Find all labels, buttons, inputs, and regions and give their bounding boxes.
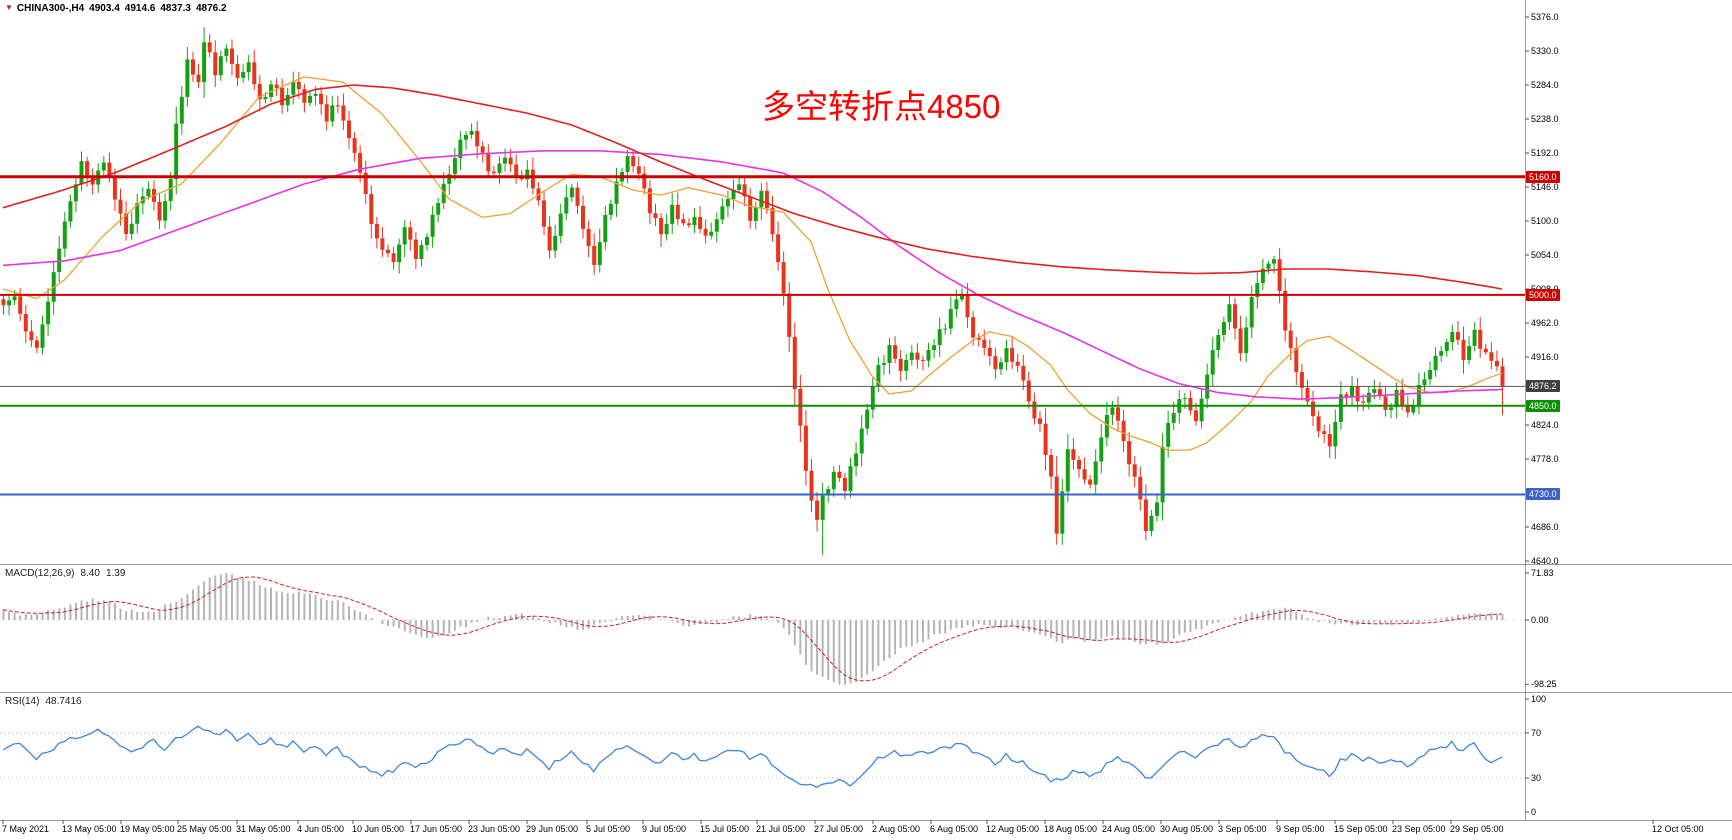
macd-value-main: 8.40 [80, 568, 100, 579]
annotation-text[interactable]: 多空转折点4850 [762, 88, 1001, 125]
macd-indicator-label: MACD(12,26,9) 8.40 1.39 [5, 568, 131, 579]
price-scale-area[interactable] [1525, 0, 1732, 820]
ohlc-open: 4903.4 [89, 3, 120, 14]
rsi-label-name: RSI(14) [5, 696, 40, 707]
symbol-title: CHINA300-,H4 [16, 3, 85, 14]
chart-header: ▼ CHINA300-,H4 4903.4 4914.6 4837.3 4876.2 [5, 3, 227, 14]
macd-label-name: MACD(12,26,9) [5, 568, 75, 579]
macd-value-signal: 1.39 [105, 568, 126, 579]
rsi-indicator-label: RSI(14) 48.7416 [5, 696, 88, 707]
time-scale-area[interactable] [0, 821, 1732, 840]
symbol-dropdown-icon[interactable]: ▼ [5, 3, 13, 12]
ohlc-close: 4876.2 [195, 3, 227, 14]
rsi-value: 48.7416 [45, 696, 82, 707]
ohlc-low: 4837.3 [160, 3, 191, 14]
ohlc-high: 4914.6 [124, 3, 156, 14]
